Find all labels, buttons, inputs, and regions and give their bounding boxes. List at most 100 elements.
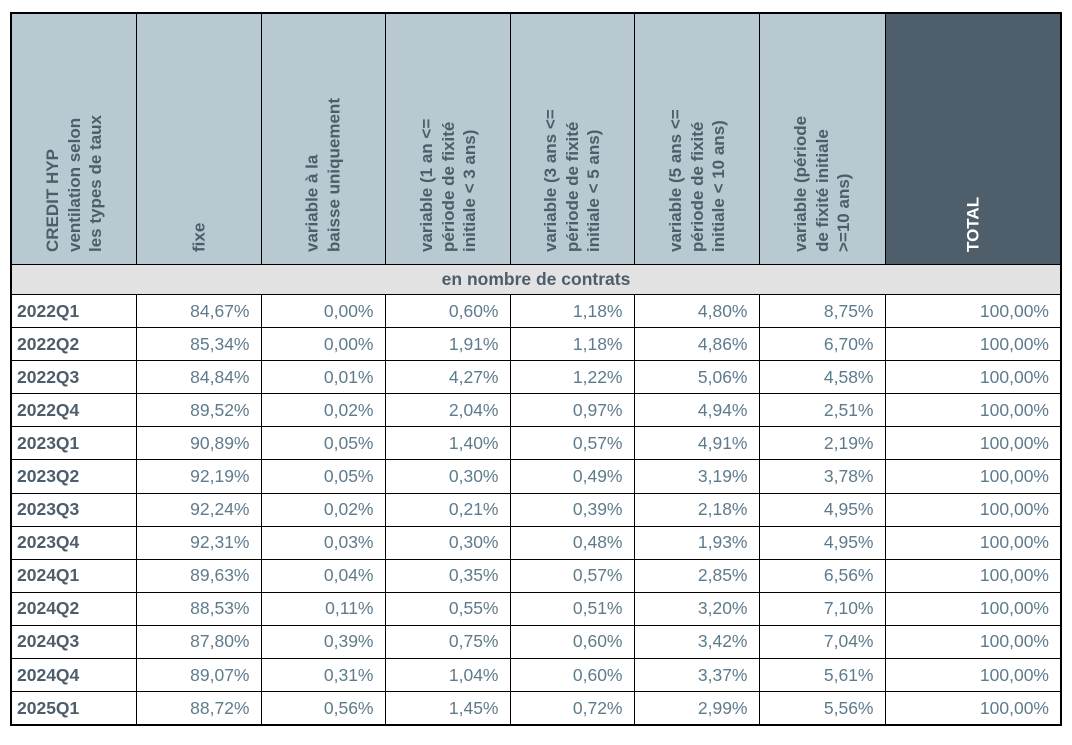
value-cell: 0,03% <box>260 525 386 560</box>
value-cell: 1,22% <box>509 360 635 395</box>
value-cell: 0,56% <box>260 691 386 726</box>
value-cell: 4,86% <box>633 327 760 362</box>
value-cell: 0,02% <box>260 492 386 527</box>
value-cell: 100,00% <box>884 525 1062 560</box>
quarter-label: 2025Q1 <box>10 691 137 726</box>
value-cell: 3,78% <box>758 459 886 494</box>
value-cell: 4,94% <box>633 393 760 428</box>
value-cell: 1,45% <box>384 691 511 726</box>
table-row: 2022Q3 84,84% 0,01% 4,27% 1,22% 5,06% 4,58% 100… <box>10 360 1062 395</box>
corner-header-cell: CREDIT HYP ventilation selon les types d… <box>10 12 137 265</box>
value-cell: 4,27% <box>384 360 511 395</box>
column-header-label: fixe <box>188 222 208 252</box>
value-cell: 0,49% <box>509 459 635 494</box>
value-cell: 0,97% <box>509 393 635 428</box>
value-cell: 90,89% <box>135 426 262 461</box>
column-header-label: variable (1 an <= période de fixité init… <box>416 118 479 252</box>
unit-row: en nombre de contrats <box>10 264 1062 295</box>
value-cell: 1,91% <box>384 327 511 362</box>
table-row: 2025Q1 88,72% 0,56% 1,45% 0,72% 2,99% 5,56% 100… <box>10 691 1062 726</box>
quarter-label: 2022Q2 <box>10 327 137 362</box>
value-cell: 100,00% <box>884 393 1062 428</box>
header-row: CREDIT HYP ventilation selon les types d… <box>10 12 1062 265</box>
value-cell: 0,31% <box>260 658 386 693</box>
value-cell: 2,18% <box>633 492 760 527</box>
column-header-variable-5-10-ans: variable (5 ans <= période de fixité ini… <box>633 12 760 265</box>
value-cell: 3,20% <box>633 591 760 626</box>
value-cell: 92,31% <box>135 525 262 560</box>
value-cell: 4,91% <box>633 426 760 461</box>
unit-label: en nombre de contrats <box>10 264 1062 295</box>
quarter-label: 2024Q3 <box>10 624 137 660</box>
value-cell: 5,61% <box>758 658 886 693</box>
value-cell: 100,00% <box>884 492 1062 527</box>
value-cell: 0,60% <box>509 624 635 660</box>
quarter-label: 2024Q2 <box>10 591 137 626</box>
quarter-label: 2022Q1 <box>10 293 137 329</box>
column-header-variable-3-5-ans: variable (3 ans <= période de fixité ini… <box>509 12 635 265</box>
value-cell: 88,72% <box>135 691 262 726</box>
value-cell: 0,04% <box>260 558 386 593</box>
table-row: 2022Q1 84,67% 0,00% 0,60% 1,18% 4,80% 8,75% 100… <box>10 293 1062 329</box>
value-cell: 100,00% <box>884 327 1062 362</box>
value-cell: 5,56% <box>758 691 886 726</box>
value-cell: 100,00% <box>884 459 1062 494</box>
table-row: 2024Q3 87,80% 0,39% 0,75% 0,60% 3,42% 7,04% 100… <box>10 624 1062 660</box>
value-cell: 100,00% <box>884 293 1062 329</box>
column-header-variable-baisse: variable à la baisse uniquement <box>260 12 386 265</box>
value-cell: 3,42% <box>633 624 760 660</box>
value-cell: 0,00% <box>260 293 386 329</box>
value-cell: 1,93% <box>633 525 760 560</box>
value-cell: 7,04% <box>758 624 886 660</box>
column-header-label: variable (5 ans <= période de fixité ini… <box>665 109 728 252</box>
value-cell: 0,11% <box>260 591 386 626</box>
value-cell: 4,95% <box>758 492 886 527</box>
value-cell: 0,05% <box>260 426 386 461</box>
value-cell: 100,00% <box>884 360 1062 395</box>
quarter-label: 2023Q4 <box>10 525 137 560</box>
value-cell: 100,00% <box>884 691 1062 726</box>
value-cell: 0,57% <box>509 426 635 461</box>
value-cell: 0,60% <box>509 658 635 693</box>
column-header-label: variable (3 ans <= période de fixité ini… <box>540 109 603 252</box>
value-cell: 92,24% <box>135 492 262 527</box>
value-cell: 0,39% <box>260 624 386 660</box>
value-cell: 0,30% <box>384 525 511 560</box>
value-cell: 100,00% <box>884 558 1062 593</box>
value-cell: 4,95% <box>758 525 886 560</box>
value-cell: 0,55% <box>384 591 511 626</box>
table-row: 2022Q2 85,34% 0,00% 1,91% 1,18% 4,86% 6,70% 100… <box>10 327 1062 362</box>
value-cell: 100,00% <box>884 426 1062 461</box>
value-cell: 0,30% <box>384 459 511 494</box>
column-header-label: variable à la baisse uniquement <box>302 98 344 252</box>
table-body: 2022Q1 84,67% 0,00% 0,60% 1,18% 4,80% 8,75% 100… <box>10 293 1062 726</box>
table-row: 2024Q1 89,63% 0,04% 0,35% 0,57% 2,85% 6,56% 100… <box>10 558 1062 593</box>
table-row: 2024Q4 89,07% 0,31% 1,04% 0,60% 3,37% 5,61% 100… <box>10 658 1062 693</box>
value-cell: 0,48% <box>509 525 635 560</box>
value-cell: 2,99% <box>633 691 760 726</box>
value-cell: 89,07% <box>135 658 262 693</box>
value-cell: 89,63% <box>135 558 262 593</box>
value-cell: 87,80% <box>135 624 262 660</box>
value-cell: 2,51% <box>758 393 886 428</box>
table-row: 2023Q1 90,89% 0,05% 1,40% 0,57% 4,91% 2,19% 100… <box>10 426 1062 461</box>
column-header-label: TOTAL <box>963 196 982 252</box>
value-cell: 4,80% <box>633 293 760 329</box>
value-cell: 2,85% <box>633 558 760 593</box>
value-cell: 7,10% <box>758 591 886 626</box>
value-cell: 0,21% <box>384 492 511 527</box>
table-row: 2023Q2 92,19% 0,05% 0,30% 0,49% 3,19% 3,78% 100… <box>10 459 1062 494</box>
value-cell: 1,18% <box>509 327 635 362</box>
value-cell: 6,70% <box>758 327 886 362</box>
column-header-variable-10-plus-ans: variable (période de fixité initiale >=1… <box>758 12 886 265</box>
value-cell: 1,04% <box>384 658 511 693</box>
value-cell: 3,19% <box>633 459 760 494</box>
value-cell: 88,53% <box>135 591 262 626</box>
column-header-label: variable (période de fixité initiale >=1… <box>790 115 853 252</box>
corner-header-label: CREDIT HYP ventilation selon les types d… <box>42 114 105 252</box>
table-row: 2023Q4 92,31% 0,03% 0,30% 0,48% 1,93% 4,95% 100… <box>10 525 1062 560</box>
quarter-label: 2022Q3 <box>10 360 137 395</box>
value-cell: 4,58% <box>758 360 886 395</box>
quarter-label: 2023Q1 <box>10 426 137 461</box>
